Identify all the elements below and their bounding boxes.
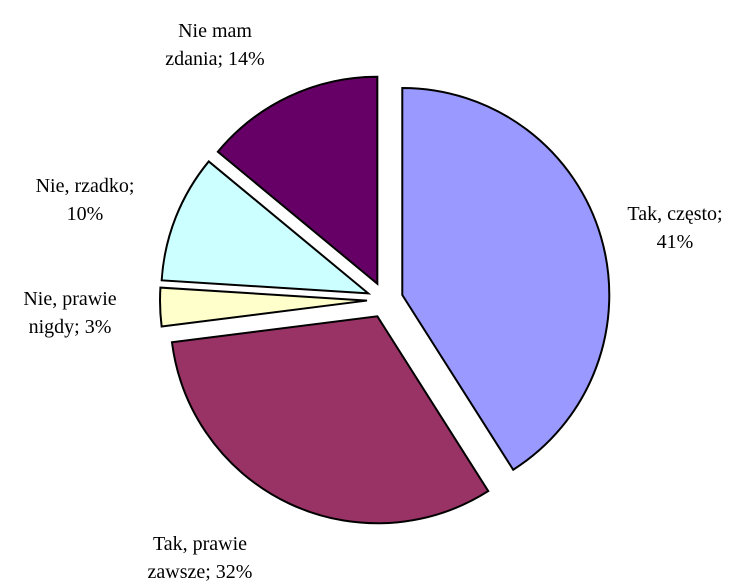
slice-label: Nie, rzadko; 10% [35,175,135,225]
slice-label: Tak, prawie zawsze; 32% [147,533,253,583]
slice-label: Nie mam zdania; 14% [165,20,265,70]
pie-slice [159,286,368,328]
pie-slice [401,86,611,472]
pie-slice [216,75,379,286]
pie-slice [170,315,490,525]
slice-label: Tak, często; 41% [627,203,723,253]
slice-label: Nie, prawie nigdy; 3% [23,288,117,338]
pie-slice [160,160,372,295]
